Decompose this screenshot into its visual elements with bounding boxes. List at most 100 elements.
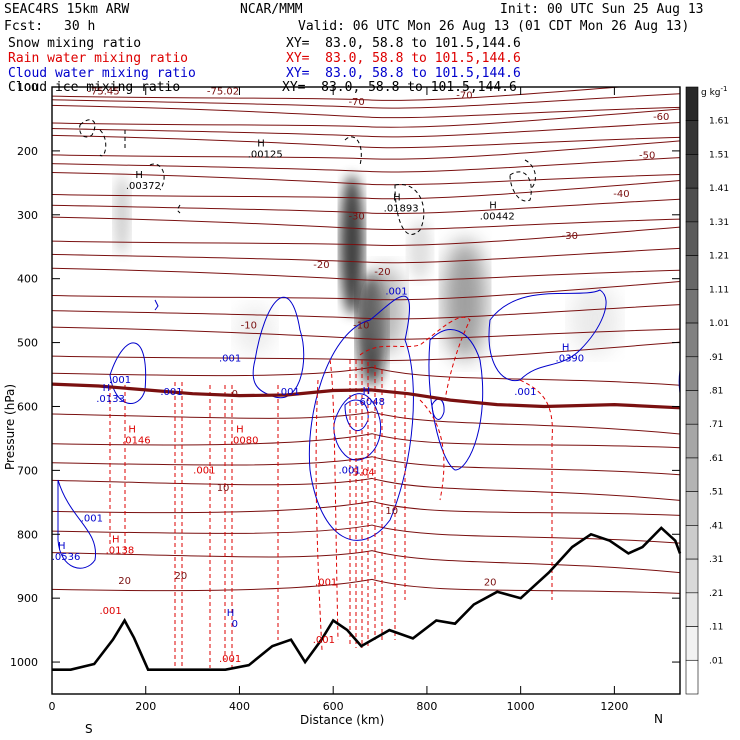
isotherm-line [52, 216, 680, 230]
isotherm-label: -20 [313, 260, 329, 271]
colorbar-swatch [685, 356, 699, 391]
x-tick-label: 600 [323, 700, 344, 713]
isotherm-label: -30 [348, 211, 364, 222]
model-title: SEAC4RS 15km ARW [4, 2, 130, 17]
colorbar-label: 1.51 [709, 150, 729, 160]
x-tick-label: 800 [416, 700, 437, 713]
isotherm-line [52, 550, 680, 574]
isotherm-label: -70 [348, 97, 364, 108]
isotherm-line [52, 247, 680, 264]
cloud-water-max-value: .001 [278, 387, 300, 398]
south-label: S [85, 722, 93, 736]
field-cloud-water: Cloud water mixing ratio [8, 66, 196, 81]
y-tick-label: 900 [17, 592, 38, 605]
colorbar-swatch [685, 525, 699, 560]
y-tick-label: 200 [17, 145, 38, 158]
fcst-value: 30 h [64, 19, 96, 34]
snow-max-value: .00372 [126, 181, 161, 192]
isotherm-label: -30 [562, 231, 578, 242]
plot-frame [51, 86, 681, 695]
isotherm-line [52, 140, 680, 160]
isotherm-label: 10 [385, 506, 398, 517]
snow-max-value: .00125 [248, 149, 283, 160]
y-tick-label: 300 [17, 209, 38, 222]
colorbar-label: 1.61 [709, 117, 729, 127]
ice-max-value: 0 [232, 619, 238, 630]
colorbar-label: .81 [709, 387, 723, 397]
contour-labels: -75.45 -75.02 -70 -70 -60 -50 -40 -30 -30 -20 -20 -… [52, 87, 670, 665]
snow-max-marker: H [489, 200, 497, 211]
rain-max-value: .001 [313, 635, 335, 646]
colorbar-label: .71 [709, 420, 723, 430]
rain-max-marker: H [112, 534, 120, 545]
colorbar-swatch [685, 322, 699, 358]
rain-max-value: .001 [315, 577, 337, 588]
colorbar-label: 1.21 [709, 252, 729, 262]
freezing-level-line [51, 382, 681, 410]
rain-max-marker: H [128, 425, 136, 436]
colorbar-swatch [685, 457, 699, 492]
isotherm-label: -10 [353, 321, 369, 332]
colorbar-swatch [685, 221, 699, 256]
isotherm-line [52, 226, 680, 246]
y-tick-label: 800 [17, 528, 38, 541]
rain-max-value: .0146 [122, 436, 151, 447]
snow-contours [79, 119, 536, 235]
y-tick-label: 100 [17, 81, 38, 94]
colorbar-swatch [685, 491, 699, 526]
init-time: Init: 00 UTC Sun 25 Aug 13 [500, 2, 704, 17]
colorbar-swatch [685, 592, 699, 627]
isotherm-line [52, 93, 680, 109]
cloud-water-max-marker: H [363, 386, 371, 397]
fcst-label: Fcst: [4, 19, 44, 34]
y-tick-label: 500 [17, 337, 38, 350]
north-label: N [654, 712, 663, 726]
isotherm-line [52, 341, 680, 361]
cloud-water-max-value: .0536 [52, 552, 81, 563]
colorbar-label: .21 [709, 589, 723, 599]
rain-max-value: 5.04 [353, 467, 375, 478]
rain-contours [109, 316, 553, 668]
field-snow-xy: XY= 83.0, 58.8 to 101.5,144.6 [286, 36, 521, 51]
field-rain-xy: XY= 83.0, 58.8 to 101.5,144.6 [286, 51, 521, 66]
x-tick-label: 1200 [600, 700, 628, 713]
x-tick-label: 1000 [507, 700, 535, 713]
colorbar-swatch [685, 255, 699, 290]
y-tick-label: 1000 [10, 656, 38, 669]
cloud-water-max-value: .001 [81, 513, 103, 524]
cloud-water-max-value: .001 [160, 387, 182, 398]
colorbar-swatch [685, 154, 699, 189]
isotherm-label: 20 [484, 577, 497, 588]
field-snow: Snow mixing ratio [8, 36, 142, 51]
isotherm-line [52, 198, 680, 215]
x-tick-label: 0 [49, 700, 56, 713]
cloud-water-max-value: .001 [338, 466, 360, 477]
colorbar-swatch [685, 120, 699, 155]
isotherm-line [52, 87, 626, 101]
colorbar-label: 1.11 [709, 285, 729, 295]
axes: 0 200 400 600 800 1000 12001002003004005006007… [10, 81, 680, 713]
colorbar-label: 1.31 [709, 218, 729, 228]
isotherm-line [52, 366, 680, 386]
colorbar-swatch [685, 659, 699, 695]
rain-max-value: .0138 [106, 545, 135, 556]
y-tick-label: 400 [17, 273, 38, 286]
colorbar-swatch [685, 390, 699, 425]
isotherm-label: 20 [175, 571, 188, 582]
isotherm-label: 20 [118, 576, 131, 587]
colorbar: 1.61 1.51 1.41 1.31 1.21 1.11 1.01 .91 .81 .71 .61… [685, 86, 729, 695]
field-cloud-water-xy: XY= 83.0, 58.8 to 101.5,144.6 [286, 66, 521, 81]
isotherm-label: -50 [639, 151, 655, 162]
x-axis-label: Distance (km) [300, 713, 384, 727]
isotherm-line [52, 157, 680, 173]
isotherm-line [52, 122, 680, 138]
temperature-contours [52, 87, 680, 594]
isotherm-label: -70 [456, 91, 472, 102]
snow-max-value: .00442 [480, 211, 515, 222]
isotherm-line [52, 280, 680, 301]
cloud-water-contours [57, 289, 680, 569]
field-rain: Rain water mixing ratio [8, 51, 189, 66]
colorbar-label: 1.41 [709, 184, 729, 194]
isotherm-line [52, 477, 680, 501]
isotherm-line [52, 180, 680, 200]
